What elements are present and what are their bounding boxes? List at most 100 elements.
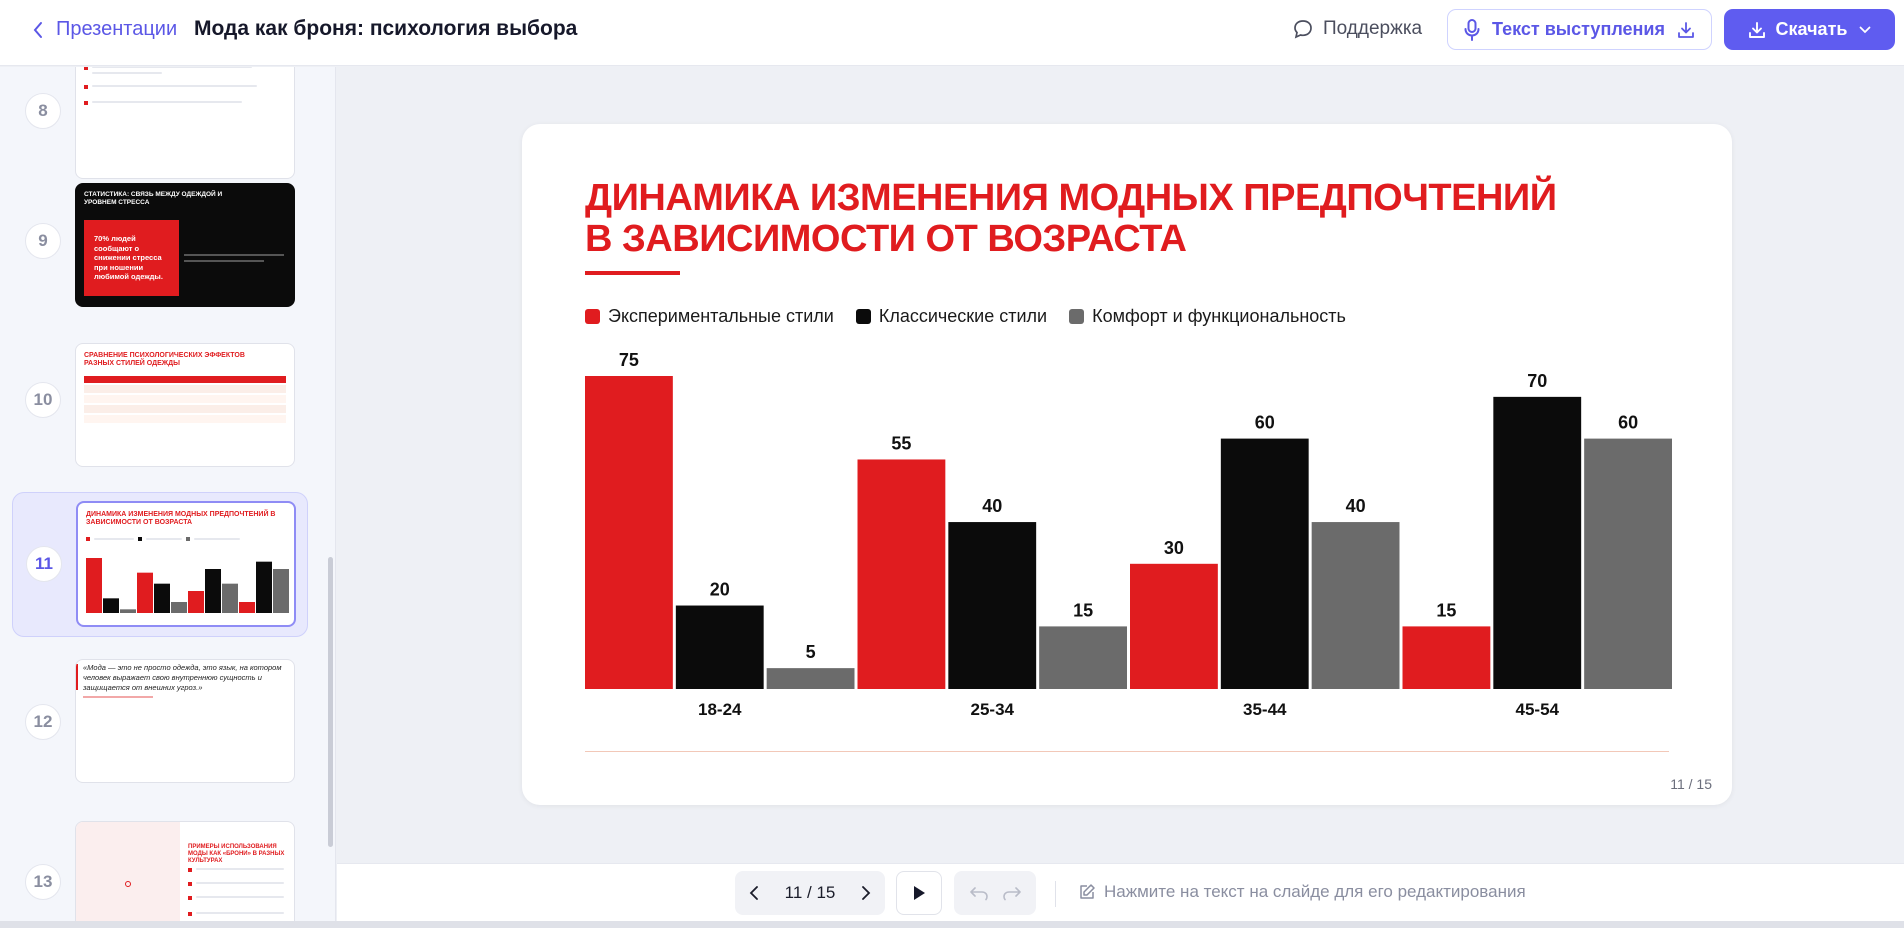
slide-thumbnail-9[interactable]: 9 СТАТИСТИКА: СВЯЗЬ МЕЖДУ ОДЕЖДОЙ И УРОВ… bbox=[12, 175, 308, 320]
slide-title[interactable]: ДИНАМИКА ИЗМЕНЕНИЯ МОДНЫХ ПРЕДПОЧТЕНИЙ В… bbox=[585, 177, 1557, 260]
thumb-legend bbox=[86, 537, 240, 541]
speech-text-button[interactable]: Текст выступления bbox=[1447, 9, 1712, 50]
legend-label: Классические стили bbox=[878, 306, 1048, 326]
data-label: 60 bbox=[1618, 413, 1638, 433]
table-row bbox=[84, 405, 286, 413]
bottom-toolbar: 11 / 15 Нажмите на текст на слайде для е… bbox=[337, 863, 1904, 921]
slide-thumbnail-10[interactable]: 10 СРАВНЕНИЕ ПСИХОЛОГИЧЕСКИХ ЭФФЕКТОВ РА… bbox=[12, 335, 308, 480]
category-label: 35-44 bbox=[1243, 700, 1287, 719]
bar-25-34-3 bbox=[1039, 626, 1127, 689]
slide-number: 10 bbox=[25, 382, 61, 418]
slide-thumbnail-8[interactable]: 8 bbox=[12, 67, 308, 204]
slide-number: 9 bbox=[25, 223, 61, 259]
data-label: 15 bbox=[1436, 600, 1456, 620]
text-line bbox=[184, 260, 264, 262]
data-label: 40 bbox=[1346, 496, 1366, 516]
download-label: Скачать bbox=[1775, 19, 1848, 39]
thumb-title: ПРИМЕРЫ ИСПОЛЬЗОВАНИЯ МОДЫ КАК «БРОНИ» В… bbox=[188, 844, 285, 864]
toolbar-divider bbox=[1055, 881, 1056, 907]
back-label: Презентации bbox=[56, 18, 178, 40]
chevron-down-icon bbox=[1860, 26, 1871, 33]
category-label: 25-34 bbox=[971, 700, 1015, 719]
title-underline bbox=[585, 271, 680, 275]
bar-25-34-2 bbox=[154, 583, 170, 613]
slide-thumbnail-13[interactable]: 13 ПРИМЕРЫ ИСПОЛЬЗОВАНИЯ МОДЫ КАК «БРОНИ… bbox=[12, 817, 308, 928]
bar-18-24-1 bbox=[585, 376, 673, 689]
bar-18-24-2 bbox=[675, 605, 764, 689]
slide-preview: СТАТИСТИКА: СВЯЗЬ МЕЖДУ ОДЕЖДОЙ И УРОВНЕ… bbox=[75, 183, 295, 307]
text-line bbox=[196, 912, 284, 914]
slide-number: 12 bbox=[25, 704, 61, 740]
image-placeholder bbox=[76, 822, 180, 928]
download-icon bbox=[1748, 21, 1765, 38]
bullet-icon bbox=[188, 868, 192, 872]
thumb-highlight: 70% людей сообщают о снижении стресса пр… bbox=[84, 220, 179, 296]
bar-25-34-3 bbox=[171, 602, 187, 613]
bar-25-34-2 bbox=[948, 522, 1037, 689]
bar-45-54-1 bbox=[1402, 626, 1491, 689]
download-button[interactable]: Скачать bbox=[1724, 9, 1895, 50]
bar-25-34-1 bbox=[137, 572, 153, 613]
bar-18-24-2 bbox=[103, 598, 119, 613]
slide-preview bbox=[75, 67, 295, 179]
legend-swatch bbox=[855, 309, 871, 324]
bar-35-44-1 bbox=[188, 591, 204, 613]
slide-preview: ДИНАМИКА ИЗМЕНЕНИЯ МОДНЫХ ПРЕДПОЧТЕНИЙ В… bbox=[76, 501, 296, 627]
pager-label: 11 / 15 bbox=[784, 883, 836, 902]
play-icon bbox=[914, 886, 925, 900]
thumb-title: СТАТИСТИКА: СВЯЗЬ МЕЖДУ ОДЕЖДОЙ И УРОВНЕ… bbox=[84, 191, 223, 206]
data-label: 60 bbox=[1255, 413, 1275, 433]
legend-label: Экспериментальные стили bbox=[608, 306, 834, 326]
microphone-icon bbox=[1464, 18, 1480, 41]
play-button[interactable] bbox=[896, 871, 942, 915]
undo-icon[interactable] bbox=[969, 885, 989, 901]
back-to-presentations-link[interactable]: Презентации bbox=[32, 18, 177, 41]
edit-icon bbox=[1080, 884, 1095, 899]
slide-number: 13 bbox=[25, 864, 61, 900]
thumb-title: СРАВНЕНИЕ ПСИХОЛОГИЧЕСКИХ ЭФФЕКТОВ РАЗНЫ… bbox=[84, 352, 245, 367]
redo-icon[interactable] bbox=[1002, 885, 1022, 901]
text-line bbox=[92, 67, 252, 68]
table-row bbox=[84, 395, 286, 403]
bar-35-44-2 bbox=[1220, 438, 1309, 689]
document-title[interactable]: Мода как броня: психология выбора bbox=[194, 17, 578, 40]
bar-45-54-1 bbox=[239, 602, 255, 613]
legend-swatch bbox=[138, 537, 142, 541]
thumb-quote: «Мода — это не просто одежда, это язык, … bbox=[83, 663, 282, 692]
download-icon bbox=[1678, 21, 1694, 38]
bar-45-54-2 bbox=[256, 561, 272, 613]
legend-item: Экспериментальные стили bbox=[585, 306, 834, 327]
legend-item: Комфорт и функциональность bbox=[1069, 306, 1346, 327]
legend-swatch bbox=[186, 537, 190, 541]
data-label: 75 bbox=[619, 350, 639, 370]
data-label: 15 bbox=[1073, 600, 1093, 620]
bar-35-44-2 bbox=[205, 569, 221, 613]
edit-hint-text: Нажмите на текст на слайде для его редак… bbox=[1104, 882, 1526, 901]
footer-divider bbox=[585, 751, 1669, 752]
speech-text-label: Текст выступления bbox=[1492, 19, 1665, 39]
slide-page-label: 11 / 15 bbox=[1670, 776, 1712, 792]
bar-chart: 75 20 5 18-24 55 40 15 25-34 30 60 40 35-44 15 70 60 45… bbox=[585, 350, 1672, 719]
slide-preview: ПРИМЕРЫ ИСПОЛЬЗОВАНИЯ МОДЫ КАК «БРОНИ» В… bbox=[75, 821, 295, 928]
slide-thumbnail-11[interactable]: 11 ДИНАМИКА ИЗМЕНЕНИЯ МОДНЫХ ПРЕДПОЧТЕНИ… bbox=[12, 492, 308, 637]
data-label: 55 bbox=[891, 433, 911, 453]
data-label: 30 bbox=[1164, 538, 1184, 558]
support-button[interactable]: Поддержка bbox=[1293, 18, 1422, 40]
edit-hint: Нажмите на текст на слайде для его редак… bbox=[1078, 882, 1526, 902]
slide-preview: «Мода — это не просто одежда, это язык, … bbox=[75, 659, 295, 783]
text-line bbox=[92, 85, 257, 87]
legend-item: Классические стили bbox=[855, 306, 1048, 327]
slide-pager: 11 / 15 bbox=[735, 871, 885, 915]
bar-45-54-3 bbox=[1584, 438, 1672, 689]
slide-thumbnail-12[interactable]: 12 «Мода — это не просто одежда, это язы… bbox=[12, 657, 308, 802]
chevron-left-icon[interactable] bbox=[749, 885, 759, 901]
data-label: 70 bbox=[1527, 371, 1547, 391]
bullet-icon bbox=[84, 85, 88, 89]
text-line bbox=[92, 101, 242, 103]
legend-label: Комфорт и функциональность bbox=[1092, 306, 1346, 326]
mini-chart bbox=[86, 558, 289, 613]
chevron-right-icon[interactable] bbox=[861, 885, 871, 901]
text-line bbox=[146, 538, 182, 540]
category-label: 45-54 bbox=[1516, 700, 1560, 719]
sidebar-scrollbar[interactable] bbox=[328, 557, 333, 847]
